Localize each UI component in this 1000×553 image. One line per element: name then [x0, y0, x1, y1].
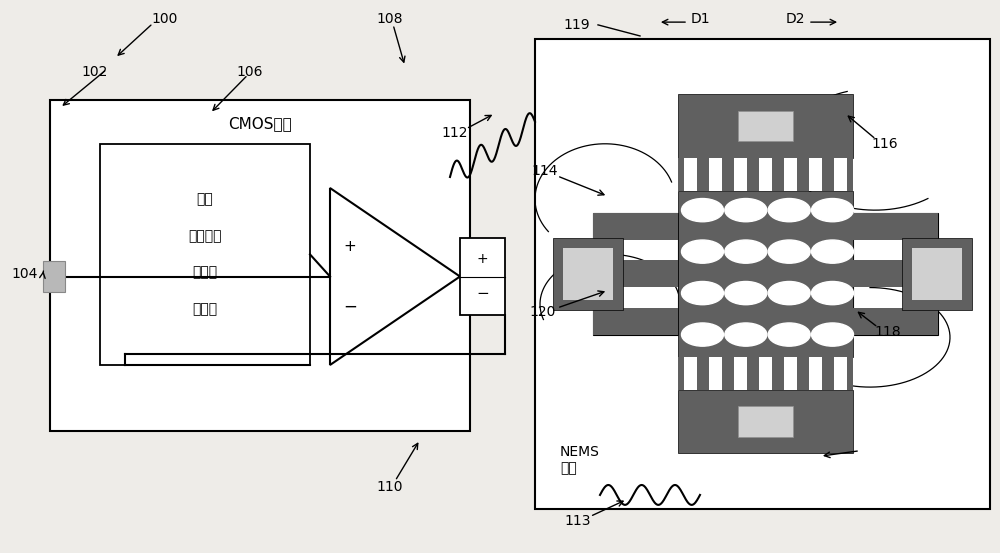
- Bar: [43, 262, 65, 292]
- Bar: [592, 260, 678, 287]
- Text: 112: 112: [442, 126, 468, 140]
- Circle shape: [682, 323, 724, 346]
- Bar: [902, 238, 972, 310]
- Bar: [684, 357, 696, 390]
- Text: 108: 108: [377, 12, 403, 27]
- Bar: [535, 39, 990, 509]
- Text: 解調器: 解調器: [192, 302, 218, 317]
- Bar: [592, 213, 678, 239]
- Bar: [784, 158, 796, 191]
- Text: 110: 110: [377, 479, 403, 494]
- Bar: [759, 158, 772, 191]
- Text: 預放大器: 預放大器: [188, 229, 222, 243]
- Bar: [784, 357, 796, 390]
- Text: 104: 104: [12, 267, 38, 281]
- Bar: [684, 158, 696, 191]
- Bar: [912, 248, 962, 300]
- Bar: [912, 213, 938, 335]
- Circle shape: [725, 240, 767, 263]
- Circle shape: [812, 199, 854, 222]
- Text: 102: 102: [82, 65, 108, 79]
- Text: −: −: [343, 298, 357, 316]
- Bar: [808, 158, 822, 191]
- Bar: [738, 111, 792, 141]
- Bar: [553, 238, 623, 310]
- Bar: [678, 390, 852, 453]
- Bar: [708, 357, 722, 390]
- Text: 116: 116: [872, 137, 898, 151]
- Bar: [50, 100, 470, 431]
- Circle shape: [682, 199, 724, 222]
- Bar: [834, 158, 846, 191]
- Bar: [684, 158, 696, 191]
- Circle shape: [812, 281, 854, 305]
- Text: 118: 118: [875, 325, 901, 339]
- Circle shape: [812, 323, 854, 346]
- Text: +: +: [344, 238, 356, 254]
- Bar: [852, 260, 938, 287]
- Bar: [678, 158, 852, 191]
- Text: −: −: [476, 286, 489, 301]
- Bar: [834, 158, 846, 191]
- Text: 114: 114: [532, 164, 558, 179]
- Bar: [708, 158, 722, 191]
- Text: NEMS
芯片: NEMS 芯片: [560, 445, 600, 476]
- Bar: [100, 144, 310, 365]
- Bar: [592, 213, 618, 335]
- Text: CMOS芯片: CMOS芯片: [228, 116, 292, 131]
- Bar: [734, 158, 746, 191]
- Text: D2: D2: [785, 12, 805, 27]
- Bar: [784, 158, 796, 191]
- Bar: [759, 158, 772, 191]
- Circle shape: [682, 240, 724, 263]
- Text: 119: 119: [564, 18, 590, 32]
- Bar: [852, 308, 938, 335]
- Circle shape: [768, 281, 810, 305]
- Circle shape: [725, 281, 767, 305]
- Bar: [460, 238, 505, 315]
- Bar: [734, 158, 746, 191]
- Bar: [592, 213, 678, 335]
- Bar: [808, 357, 822, 390]
- Circle shape: [725, 323, 767, 346]
- Text: +: +: [477, 253, 488, 267]
- Bar: [834, 357, 846, 390]
- Text: 106: 106: [237, 65, 263, 79]
- Bar: [852, 213, 938, 239]
- Bar: [852, 213, 938, 335]
- Circle shape: [768, 199, 810, 222]
- Bar: [708, 158, 722, 191]
- Text: 120: 120: [530, 305, 556, 320]
- Bar: [592, 308, 678, 335]
- Circle shape: [768, 323, 810, 346]
- Circle shape: [725, 199, 767, 222]
- Circle shape: [812, 240, 854, 263]
- Text: D1: D1: [690, 12, 710, 27]
- Bar: [734, 357, 746, 390]
- Bar: [738, 406, 792, 437]
- Text: 參考: 參考: [197, 192, 213, 206]
- Bar: [759, 357, 772, 390]
- Text: 濾波器: 濾波器: [192, 265, 218, 280]
- Text: 113: 113: [565, 514, 591, 529]
- Bar: [678, 94, 852, 158]
- Circle shape: [682, 281, 724, 305]
- Circle shape: [768, 240, 810, 263]
- Bar: [808, 158, 822, 191]
- Bar: [563, 248, 613, 300]
- Text: 100: 100: [152, 12, 178, 27]
- Bar: [678, 191, 852, 357]
- Bar: [678, 357, 852, 390]
